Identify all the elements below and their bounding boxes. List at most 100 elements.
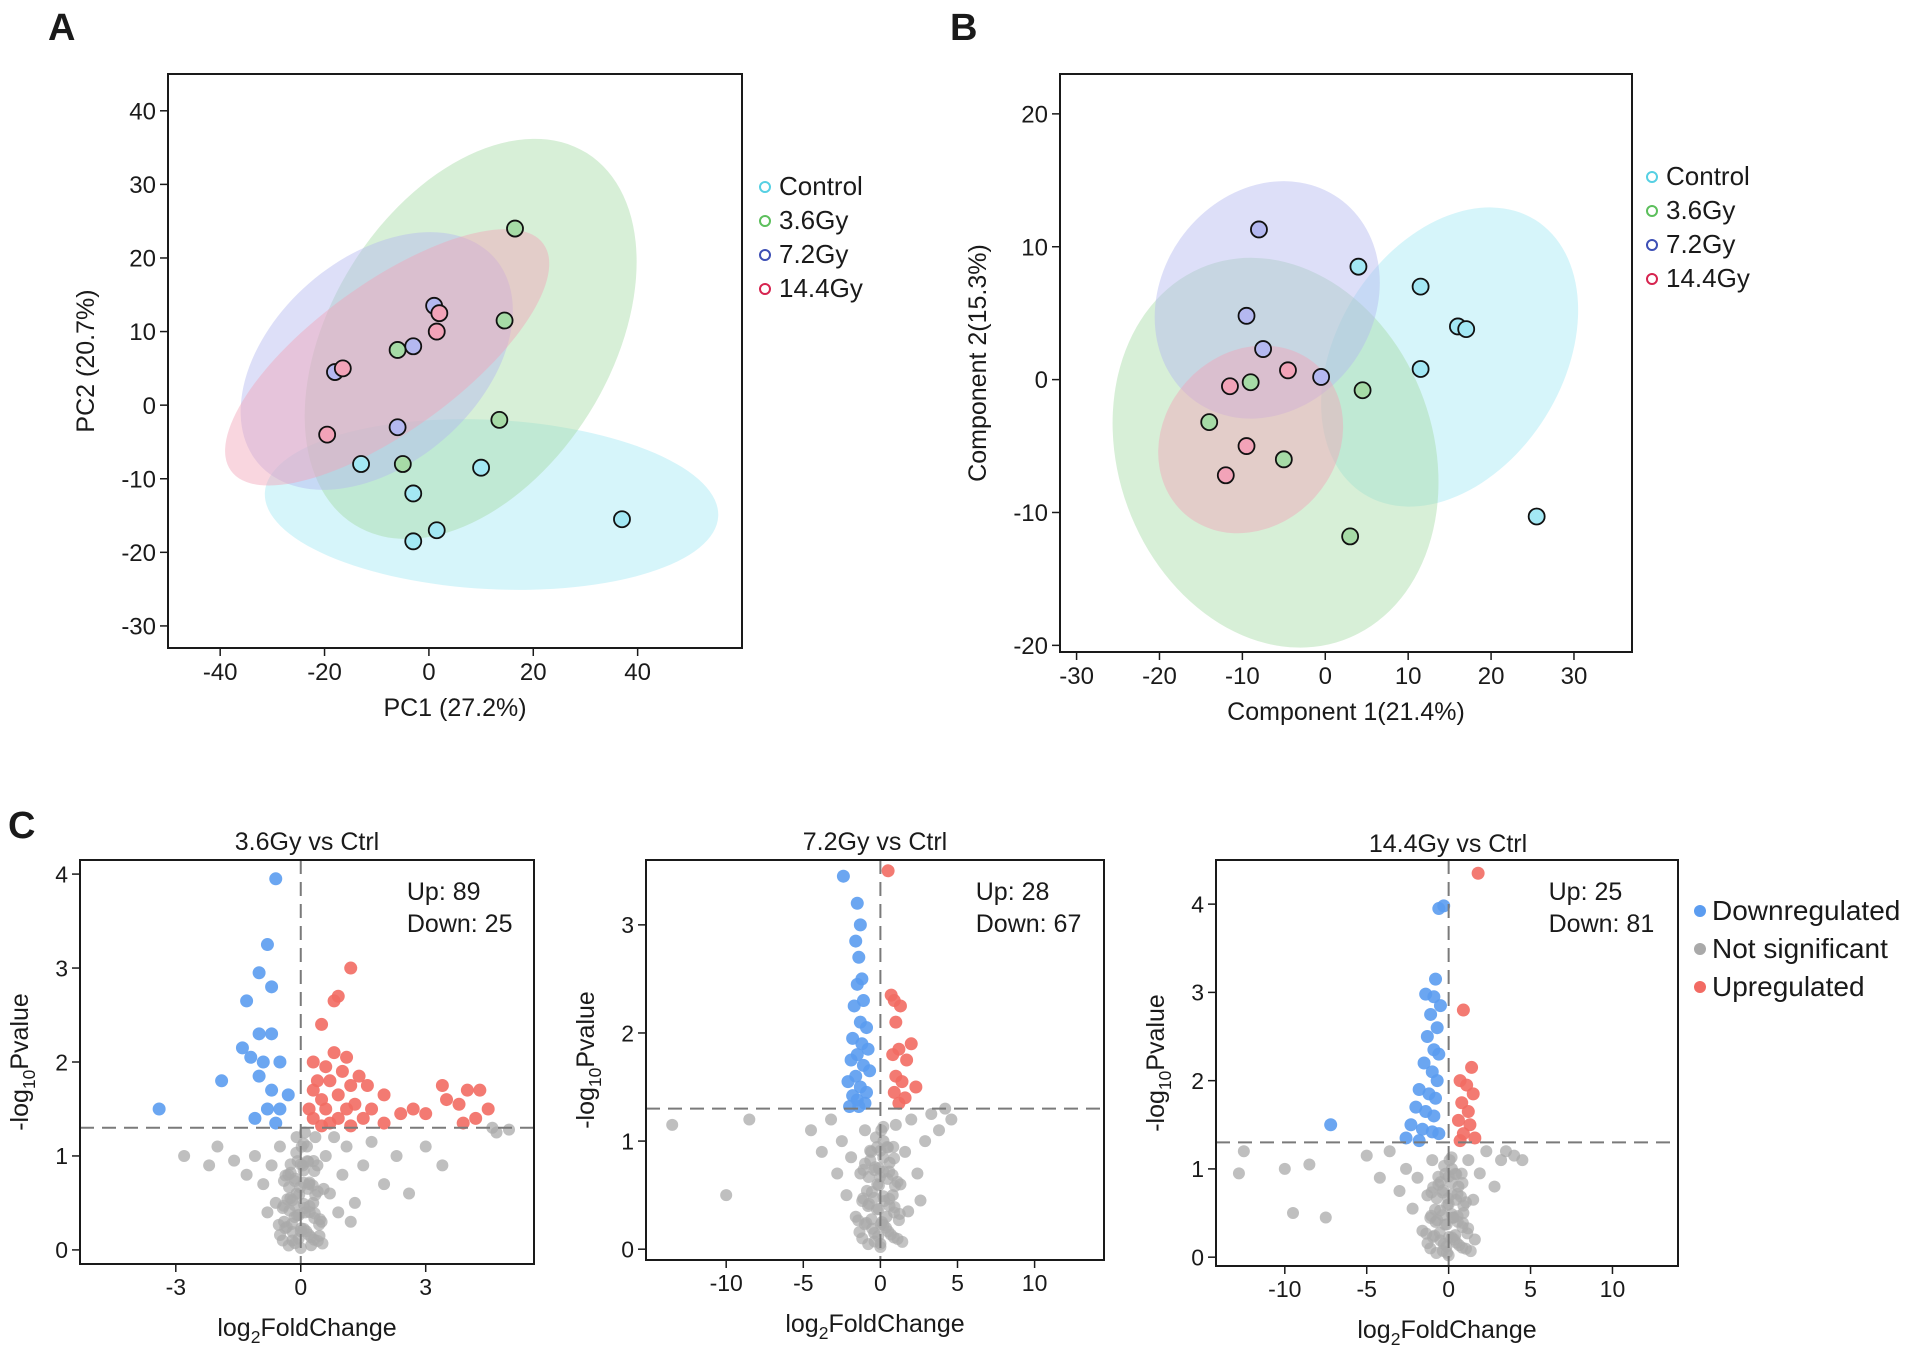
y-tick-label: -30	[121, 614, 156, 641]
volcano-plot-7-2gy: -10 -5 0 5 10 0 1 2 3 7.2Gy vs Ctrl Up: 28 Down: 67…	[572, 828, 1105, 1343]
point-not-significant	[178, 1149, 191, 1162]
point-downregulated	[215, 1074, 229, 1088]
legend-marker-14-4gy	[1646, 273, 1658, 285]
point-not-significant	[889, 1118, 902, 1131]
legend-label-downregulated: Downregulated	[1712, 895, 1900, 926]
volcano-title: 7.2Gy vs Ctrl	[803, 828, 947, 856]
point-downregulated	[260, 1102, 274, 1116]
point-upregulated	[306, 1055, 320, 1069]
point-7-2gy	[404, 337, 423, 356]
point-not-significant	[316, 1237, 329, 1250]
y-tick-label: 0	[1035, 367, 1048, 394]
point-upregulated	[319, 1102, 333, 1116]
point-not-significant	[1455, 1167, 1468, 1180]
ellipse-14-4gy	[225, 229, 550, 486]
point-downregulated	[1433, 999, 1447, 1013]
point-upregulated	[435, 1078, 449, 1092]
point-14-4gy	[1221, 377, 1239, 396]
point-not-significant	[328, 1131, 341, 1144]
point-not-significant	[1303, 1158, 1316, 1171]
point-not-significant	[1383, 1145, 1396, 1158]
point-control	[1349, 257, 1368, 276]
point-upregulated	[1468, 1131, 1482, 1145]
point-downregulated	[260, 938, 274, 952]
point-7-2gy	[388, 418, 407, 437]
point-downregulated	[849, 934, 863, 948]
point-downregulated	[861, 1042, 875, 1056]
ellipse-3-6gy	[304, 138, 637, 540]
y-tick-label: 3	[1191, 980, 1204, 1006]
x-tick-label: -40	[203, 659, 238, 686]
point-downregulated	[1324, 1118, 1338, 1132]
ellipse-3-6gy	[1112, 257, 1439, 648]
plot-frame	[1059, 73, 1633, 653]
point-upregulated	[323, 1116, 337, 1130]
point-downregulated	[252, 1069, 266, 1083]
up-count: Up: 89	[407, 878, 481, 906]
point-upregulated	[419, 1107, 433, 1121]
point-control	[404, 484, 423, 503]
point-upregulated	[352, 1069, 366, 1083]
point-upregulated	[360, 1078, 374, 1092]
legend-label-control: Control	[1666, 161, 1750, 191]
y-tick-label: 1	[55, 1143, 68, 1169]
point-downregulated	[860, 1085, 874, 1099]
y-tick-label: 0	[55, 1237, 68, 1263]
point-downregulated	[1430, 1021, 1444, 1035]
point-not-significant	[1432, 1170, 1445, 1183]
point-downregulated	[152, 1102, 166, 1116]
point-3-6gy	[388, 341, 407, 359]
point-not-significant	[815, 1145, 828, 1158]
point-not-significant	[1421, 1237, 1434, 1250]
y-axis-label: -log10Pvalue	[572, 991, 605, 1129]
point-downregulated	[265, 980, 279, 994]
point-not-significant	[344, 1215, 357, 1228]
point-control	[352, 455, 370, 473]
panel-label-a: A	[48, 7, 75, 49]
y-tick-label: 20	[1021, 102, 1048, 129]
point-not-significant	[666, 1118, 679, 1131]
point-downregulated	[841, 1075, 855, 1089]
point-upregulated	[323, 1074, 337, 1088]
point-not-significant	[308, 1164, 321, 1177]
point-downregulated	[850, 977, 864, 991]
x-tick-label: 0	[874, 1270, 887, 1296]
point-upregulated	[306, 1083, 320, 1097]
point-not-significant	[911, 1167, 924, 1180]
point-upregulated	[481, 1102, 495, 1116]
point-downregulated	[836, 869, 850, 883]
point-not-significant	[1445, 1151, 1458, 1164]
x-tick-label: -5	[1356, 1276, 1376, 1302]
point-not-significant	[1480, 1145, 1493, 1158]
point-upregulated	[394, 1107, 408, 1121]
point-14-4gy	[1237, 437, 1256, 455]
point-not-significant	[313, 1213, 326, 1226]
up-count: Up: 25	[1549, 878, 1623, 906]
point-not-significant	[1473, 1167, 1486, 1180]
point-downregulated	[1404, 1118, 1418, 1132]
point-7-2gy	[1254, 340, 1273, 358]
point-not-significant	[891, 1175, 904, 1188]
point-not-significant	[1459, 1196, 1472, 1209]
point-downregulated	[240, 994, 254, 1008]
down-count: Down: 25	[407, 910, 513, 938]
y-tick-label: -10	[1013, 500, 1048, 527]
point-downregulated	[252, 966, 266, 980]
point-not-significant	[858, 1124, 871, 1137]
y-tick-label: 10	[1021, 234, 1048, 261]
point-not-significant	[248, 1149, 261, 1162]
point-not-significant	[1426, 1154, 1439, 1167]
point-not-significant	[319, 1149, 332, 1162]
x-tick-label: 10	[1600, 1276, 1626, 1302]
point-upregulated	[1456, 1003, 1470, 1017]
point-upregulated	[909, 1080, 923, 1094]
point-upregulated	[892, 1096, 906, 1110]
point-upregulated	[895, 1075, 909, 1089]
point-not-significant	[1237, 1145, 1250, 1158]
points	[666, 864, 958, 1254]
point-not-significant	[1278, 1162, 1291, 1175]
pca-plot: -40 -20 0 20 40 -30 -20 -10 0 10 20 30 40 PC1 (27.2%)…	[72, 73, 863, 722]
point-upregulated	[452, 1097, 466, 1111]
point-not-significant	[856, 1195, 869, 1208]
point-not-significant	[274, 1229, 287, 1242]
